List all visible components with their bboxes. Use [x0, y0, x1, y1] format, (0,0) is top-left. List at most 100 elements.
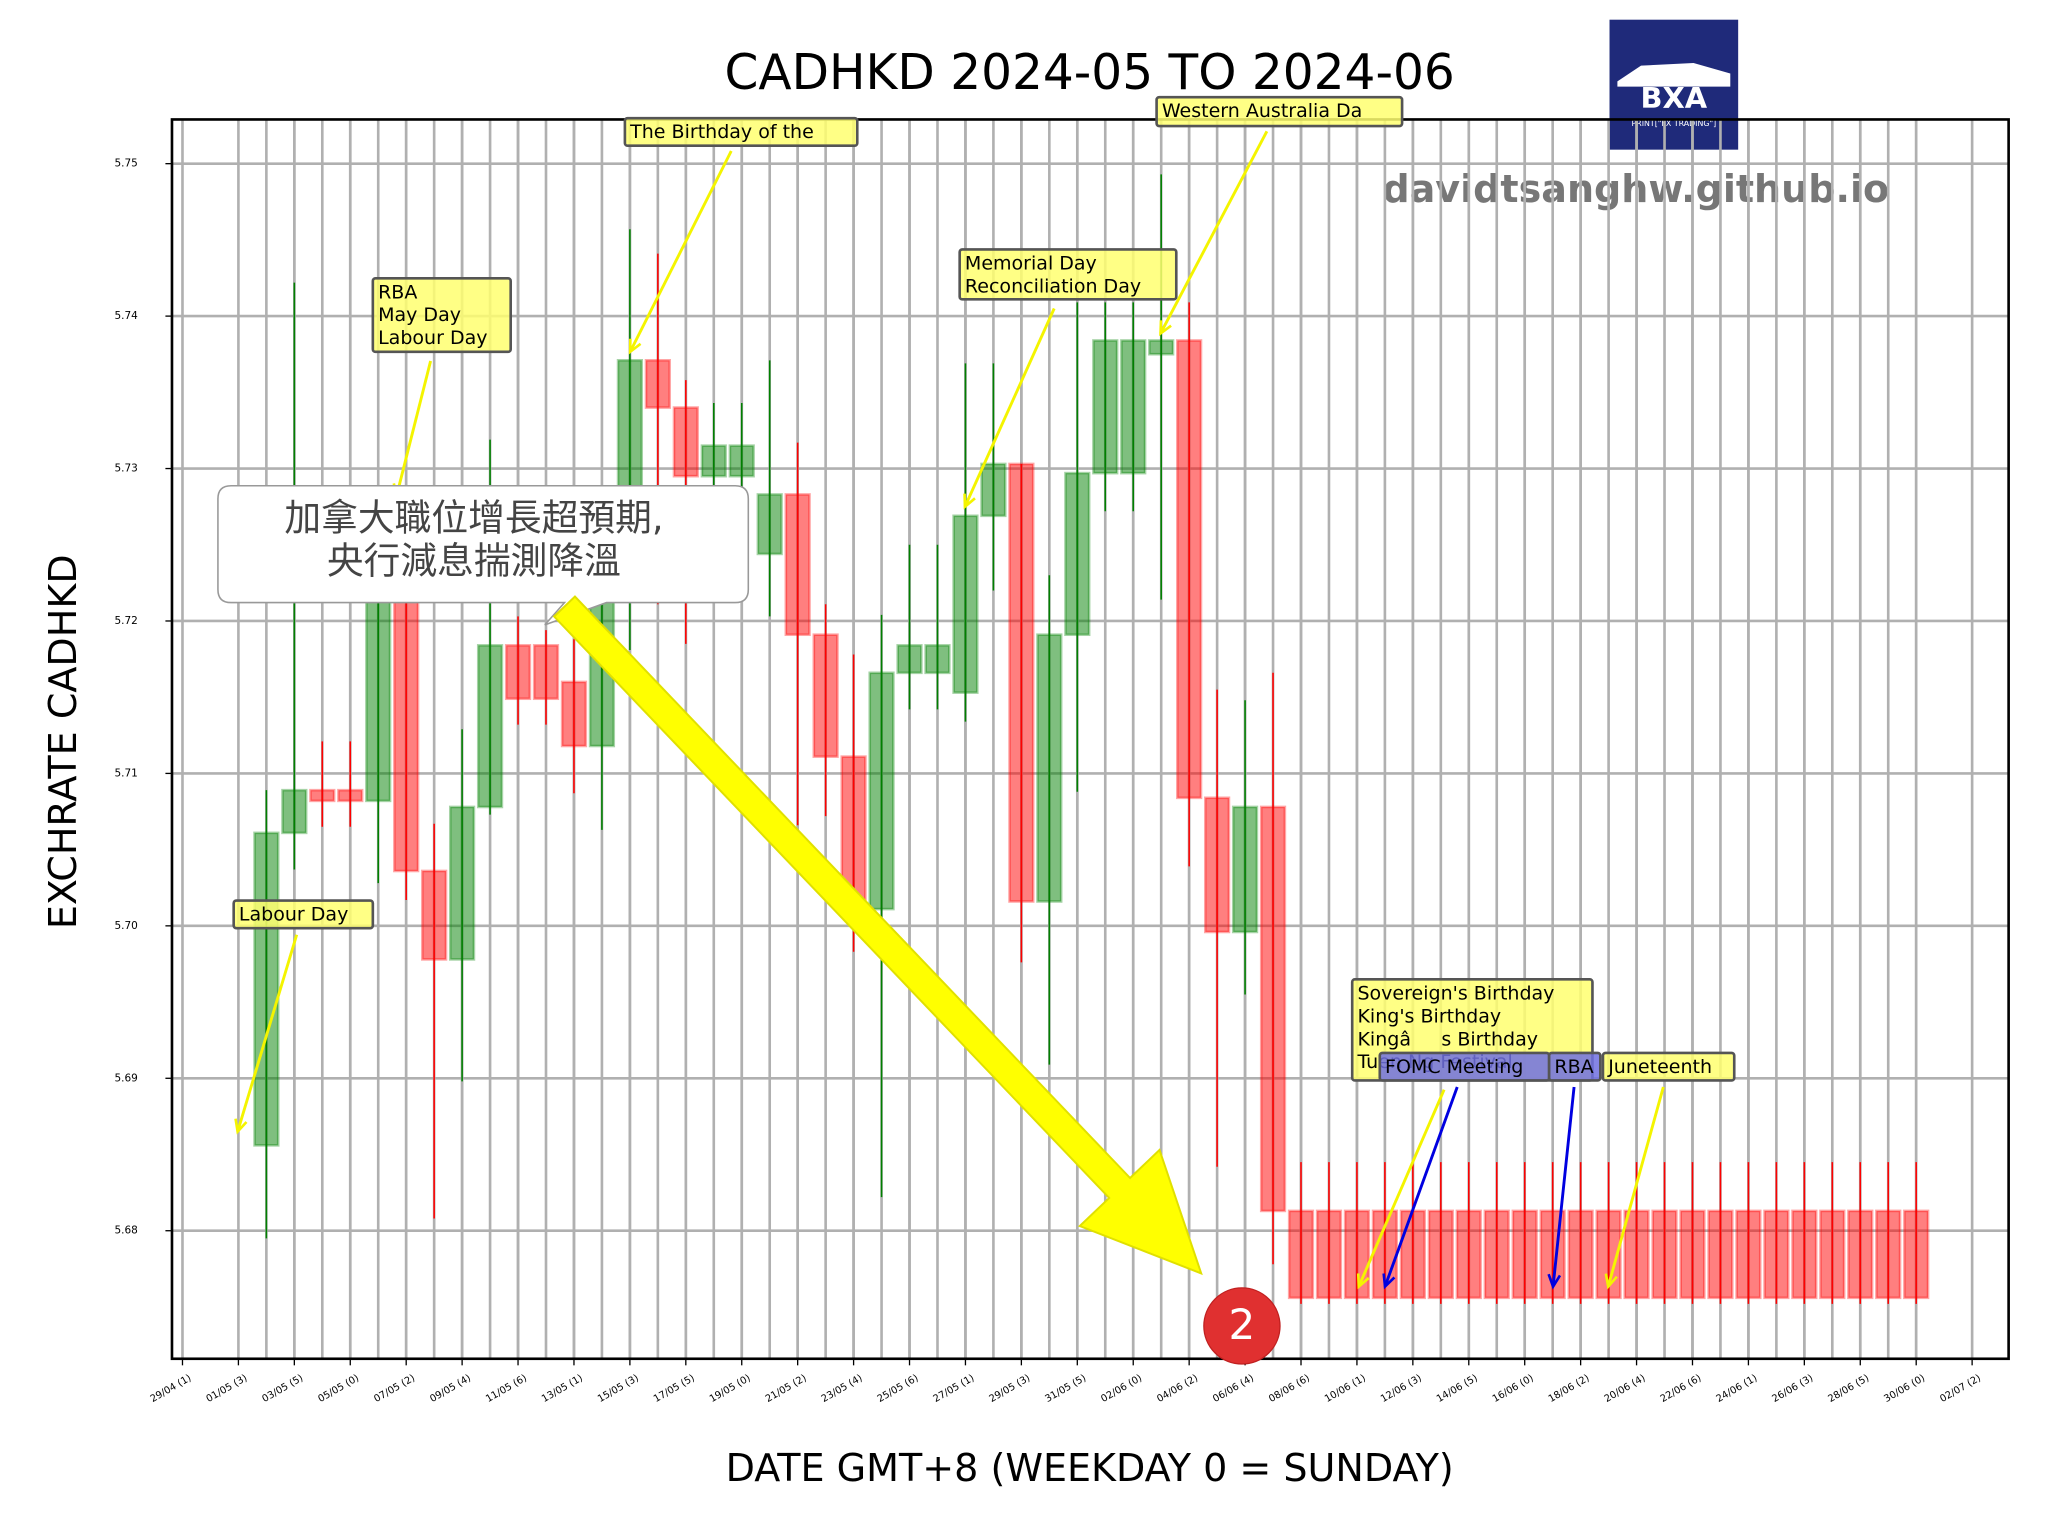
annotation-text: Memorial Day: [965, 252, 1097, 274]
candle-body: [672, 406, 699, 478]
annotation-text: Reconciliation Day: [965, 275, 1141, 297]
y-tick-label: 5.73: [114, 463, 137, 475]
candle-body: [1343, 1209, 1371, 1300]
candle-body: [1707, 1209, 1734, 1300]
y-tick-label: 5.72: [114, 615, 137, 627]
annotation-arrow-head: [1382, 1273, 1396, 1290]
annotation-box: [232, 899, 375, 930]
annotation-text: May Day: [378, 304, 461, 326]
annotation: Labour Day: [232, 899, 375, 1135]
annotation-text: Kingâs Birthday: [1357, 1028, 1538, 1050]
annotation-arrow: [1159, 130, 1269, 335]
candle-body: [644, 359, 671, 409]
annotation-box: [1601, 1051, 1736, 1082]
candle-body: [728, 444, 755, 478]
y-tick-label: 5.74: [114, 310, 138, 322]
candle-body: [448, 805, 476, 961]
x-axis-title: DATE GMT+8 (WEEKDAY 0 = SUNDAY): [726, 1446, 1454, 1490]
candle-body: [1148, 339, 1175, 356]
candle-body: [1595, 1209, 1622, 1300]
candle-body: [421, 869, 448, 961]
annotation: FOMC Meeting: [1378, 1051, 1551, 1290]
annotation-box: [1547, 1051, 1602, 1082]
annotation-arrow: [1357, 1089, 1446, 1288]
candle-body: [1875, 1209, 1902, 1300]
candle-body: [1735, 1209, 1762, 1300]
annotation-box: [1155, 95, 1404, 128]
candle-body: [1483, 1209, 1510, 1300]
annotation-box: [623, 116, 859, 148]
pointer-arrow: [552, 595, 1203, 1276]
candle-body: [476, 644, 504, 809]
annotation-text: RBA: [378, 281, 417, 303]
annotation-text: Sovereign's Birthday: [1357, 982, 1554, 1004]
annotation-arrow-head: [1547, 1273, 1562, 1290]
candle-body: [365, 576, 392, 803]
annotation-text: Labour Day: [239, 904, 348, 926]
candle-body: [1427, 1209, 1454, 1300]
annotation-box: [371, 277, 512, 354]
y-tick-label: 5.68: [114, 1225, 137, 1237]
candle-body: [1567, 1209, 1594, 1300]
y-tick-label: 5.69: [114, 1072, 137, 1084]
annotation-text: King's Birthday: [1357, 1005, 1501, 1027]
candle-body: [1819, 1209, 1846, 1300]
candle-body: [1036, 633, 1063, 903]
annotation-text: FOMC Meeting: [1385, 1056, 1523, 1078]
logo-car: [1617, 63, 1731, 87]
annotation-text: Labour Day: [378, 327, 487, 349]
candle-body: [756, 493, 783, 556]
callout-text: 央行減息揣測降溫: [327, 540, 621, 583]
annotation-arrow: [963, 307, 1056, 508]
candle-body: [560, 680, 588, 748]
callout-text: 加拿大職位增長超預期,: [284, 496, 663, 539]
y-tick-label: 5.70: [114, 920, 137, 932]
annotation-arrow: [1383, 1086, 1459, 1288]
candle-body: [1092, 339, 1119, 475]
candle-body: [1455, 1209, 1482, 1300]
annotation-arrow-head: [1356, 1273, 1370, 1290]
candle-body: [1120, 339, 1147, 475]
candle-body: [1903, 1209, 1930, 1300]
annotation-arrow: [395, 360, 433, 497]
annotation-text: The Birthday of the: [629, 121, 814, 143]
badge: [1203, 1287, 1281, 1365]
annotation-arrow-head: [234, 1118, 248, 1135]
logo-title: BXA: [1641, 81, 1708, 115]
annotation: Juneteenth: [1601, 1051, 1736, 1290]
candle-body: [1008, 462, 1035, 903]
candle-body: [1763, 1209, 1790, 1300]
candle-body: [812, 633, 839, 758]
candle-body: [309, 788, 336, 803]
annotation-text: Juneteenth: [1607, 1056, 1712, 1078]
candle-body: [1287, 1209, 1315, 1300]
annotation-text: RBA: [1554, 1056, 1593, 1078]
candle-body: [952, 514, 979, 694]
candle-body: [1679, 1209, 1706, 1300]
annotation-arrow-head: [1159, 320, 1172, 337]
plot-frame: [170, 118, 2010, 1361]
annotation-arrow-head: [963, 493, 976, 510]
annotation-arrow: [236, 934, 299, 1133]
annotation-arrow: [1551, 1086, 1576, 1287]
logo-subtitle: PRINT["FX TRADING"]: [1632, 119, 1717, 128]
candle-body: [504, 644, 532, 701]
candle-body: [1176, 339, 1203, 800]
candle-body: [1651, 1209, 1678, 1300]
candle-body: [1259, 805, 1287, 1213]
candle-body: [1791, 1209, 1818, 1300]
candle-body: [1315, 1209, 1343, 1300]
candle-body: [1399, 1209, 1426, 1300]
badge-text: 2: [1229, 1300, 1256, 1349]
callout: 加拿大職位增長超預期,央行減息揣測降溫: [217, 484, 750, 626]
annotation-arrow-head: [628, 338, 642, 355]
candle-body: [784, 493, 811, 637]
candle-body: [281, 788, 308, 835]
annotation-arrow-head: [1604, 1273, 1618, 1290]
annotation: Western Australia Da: [1155, 95, 1404, 337]
candle-body: [896, 644, 923, 675]
